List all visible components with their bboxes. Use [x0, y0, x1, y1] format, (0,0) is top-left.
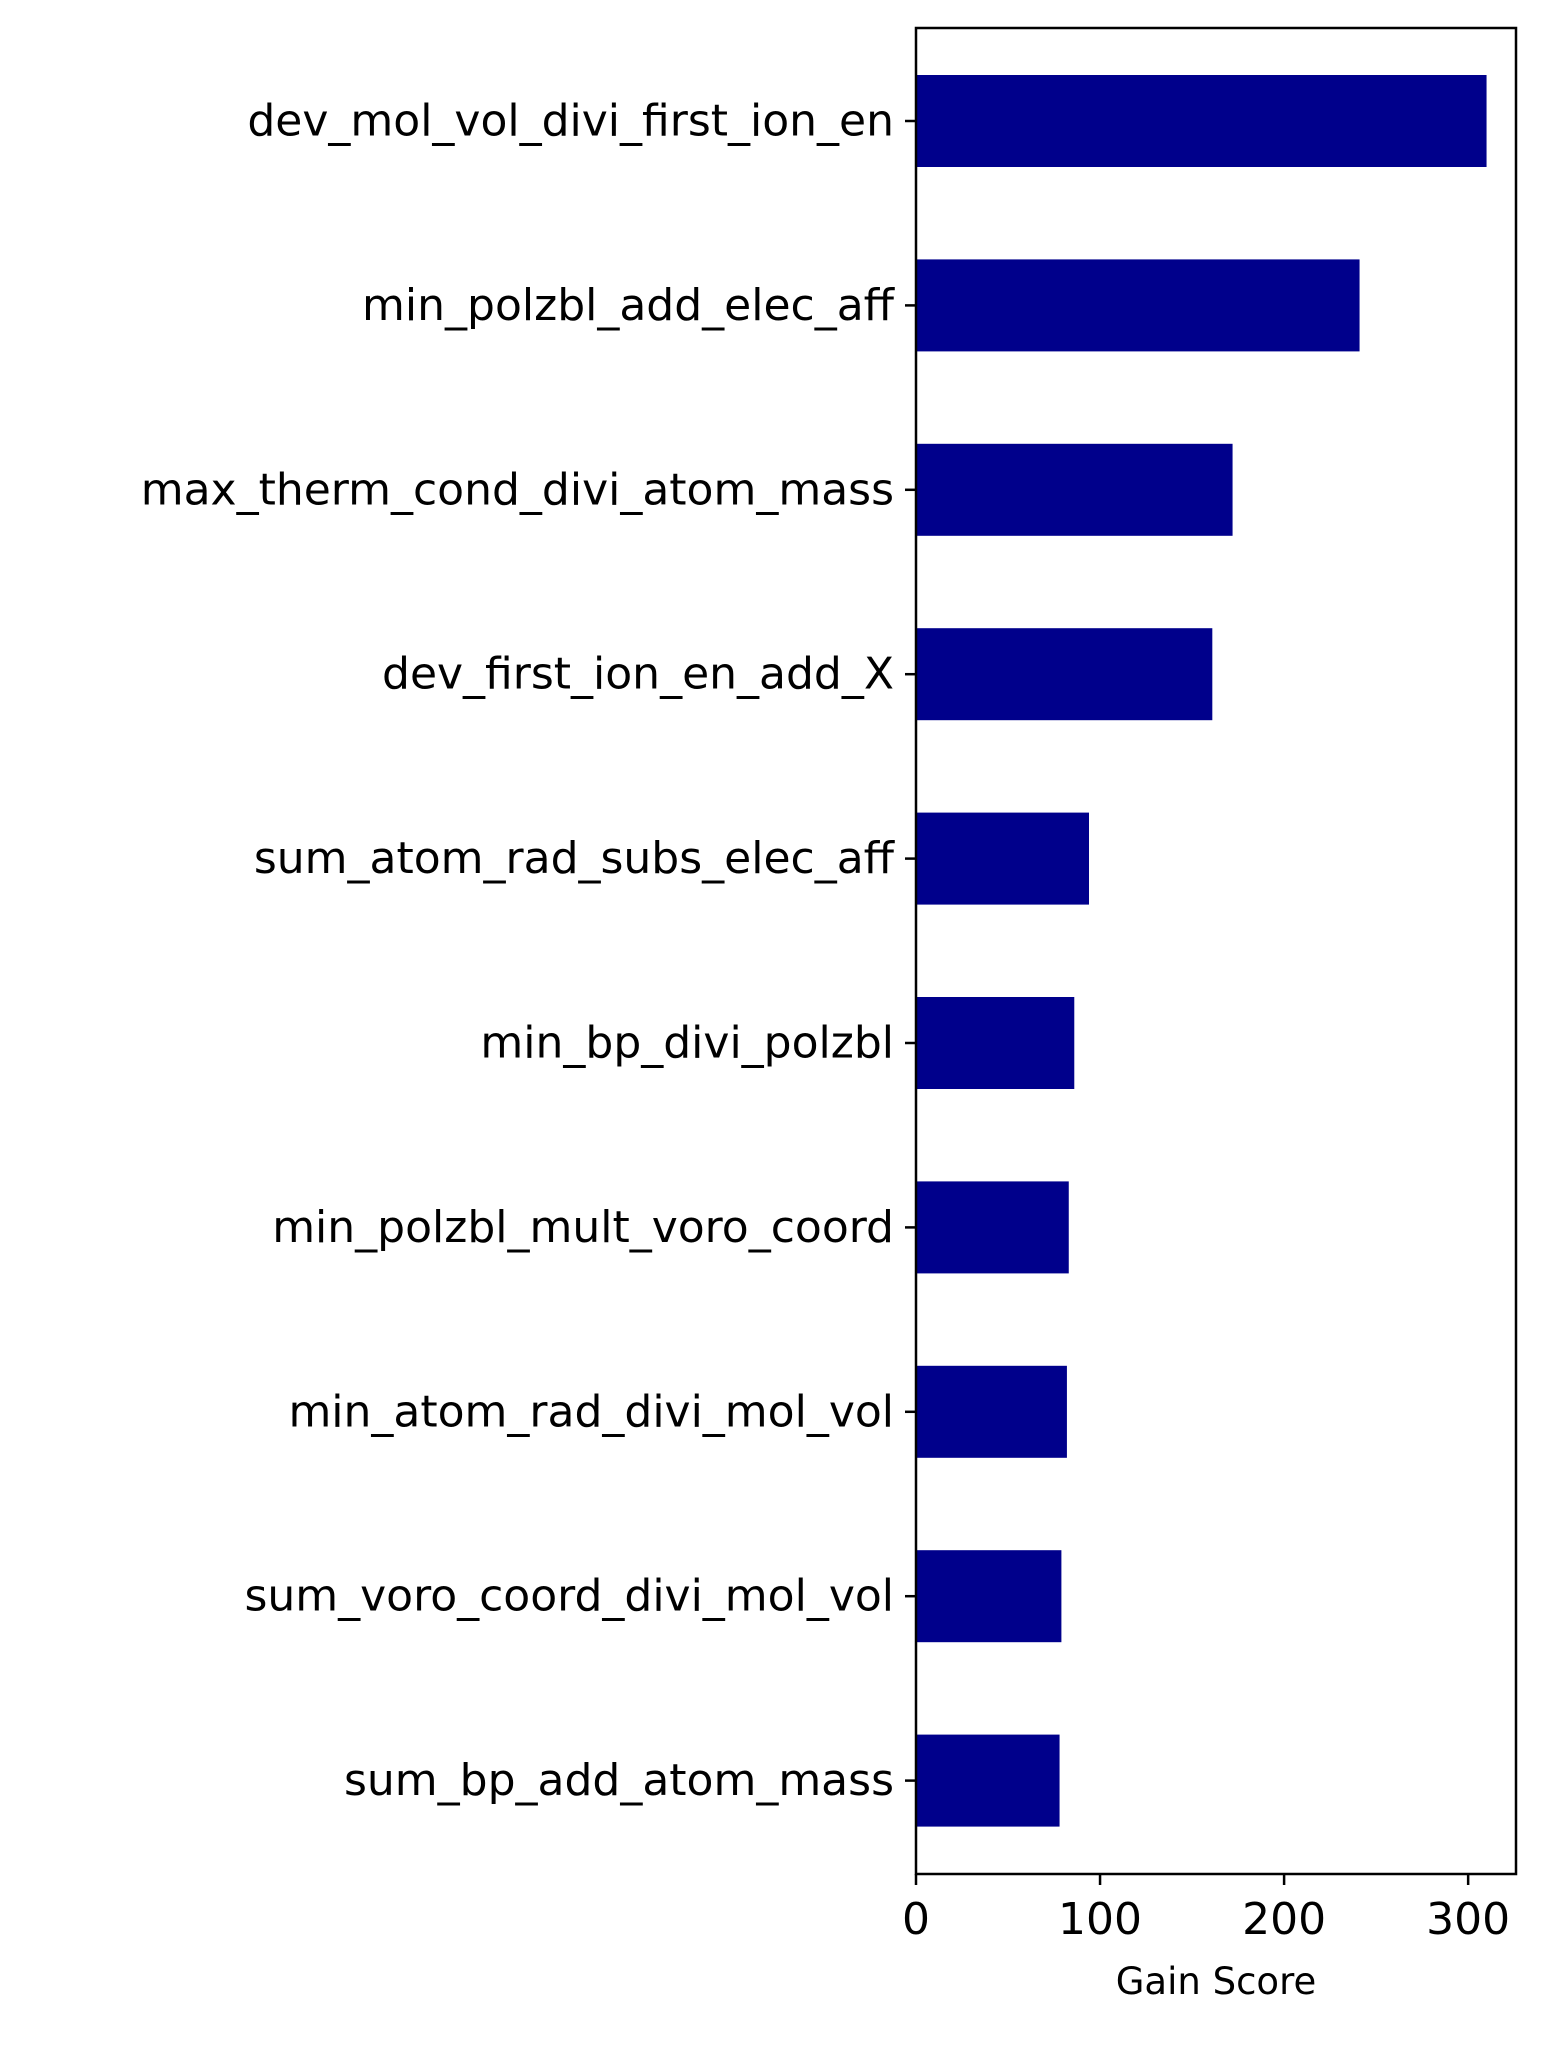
- bar-dev_mol_vol_divi_first_ion_en: [916, 75, 1487, 167]
- bar-min_bp_divi_polzbl: [916, 997, 1075, 1089]
- category-labels: dev_mol_vol_divi_first_ion_en min_polzbl_…: [141, 96, 916, 1806]
- y-category-label: min_bp_divi_polzbl: [480, 1018, 894, 1069]
- bar-sum_bp_add_atom_mass: [916, 1734, 1060, 1827]
- bars-group: [916, 75, 1487, 1827]
- x-tick-label: 0: [902, 1894, 930, 1945]
- bar-min_polzbl_mult_voro_coord: [916, 1181, 1069, 1274]
- y-category-label: sum_voro_coord_divi_mol_vol: [244, 1571, 894, 1622]
- bar-min_atom_rad_divi_mol_vol: [916, 1365, 1067, 1458]
- plot-frame: [914, 26, 1518, 1876]
- y-category-label: dev_first_ion_en_add_X: [382, 649, 894, 700]
- y-category-label: sum_atom_rad_subs_elec_aff: [254, 833, 896, 884]
- x-tick-label: 200: [1242, 1894, 1326, 1945]
- x-tick-label: 100: [1058, 1894, 1142, 1945]
- y-category-label: dev_mol_vol_divi_first_ion_en: [247, 96, 894, 147]
- bar-sum_voro_coord_divi_mol_vol: [916, 1550, 1062, 1643]
- y-category-label: max_therm_cond_divi_atom_mass: [141, 464, 894, 515]
- x-axis-title: Gain Score: [1116, 1960, 1316, 2003]
- y-category-label: min_polzbl_mult_voro_coord: [272, 1202, 894, 1253]
- x-axis-ticks: 0 100 200 300: [902, 1874, 1510, 1945]
- bar-min_polzbl_add_elec_aff: [916, 259, 1360, 352]
- x-tick-label: 300: [1426, 1894, 1510, 1945]
- y-category-label: sum_bp_add_atom_mass: [344, 1755, 894, 1806]
- bar-dev_first_ion_en_add_X: [916, 628, 1213, 721]
- bar-sum_atom_rad_subs_elec_aff: [916, 812, 1090, 905]
- y-category-label: min_atom_rad_divi_mol_vol: [288, 1386, 894, 1437]
- y-category-label: min_polzbl_add_elec_aff: [362, 280, 896, 331]
- bar-max_therm_cond_divi_atom_mass: [916, 443, 1233, 536]
